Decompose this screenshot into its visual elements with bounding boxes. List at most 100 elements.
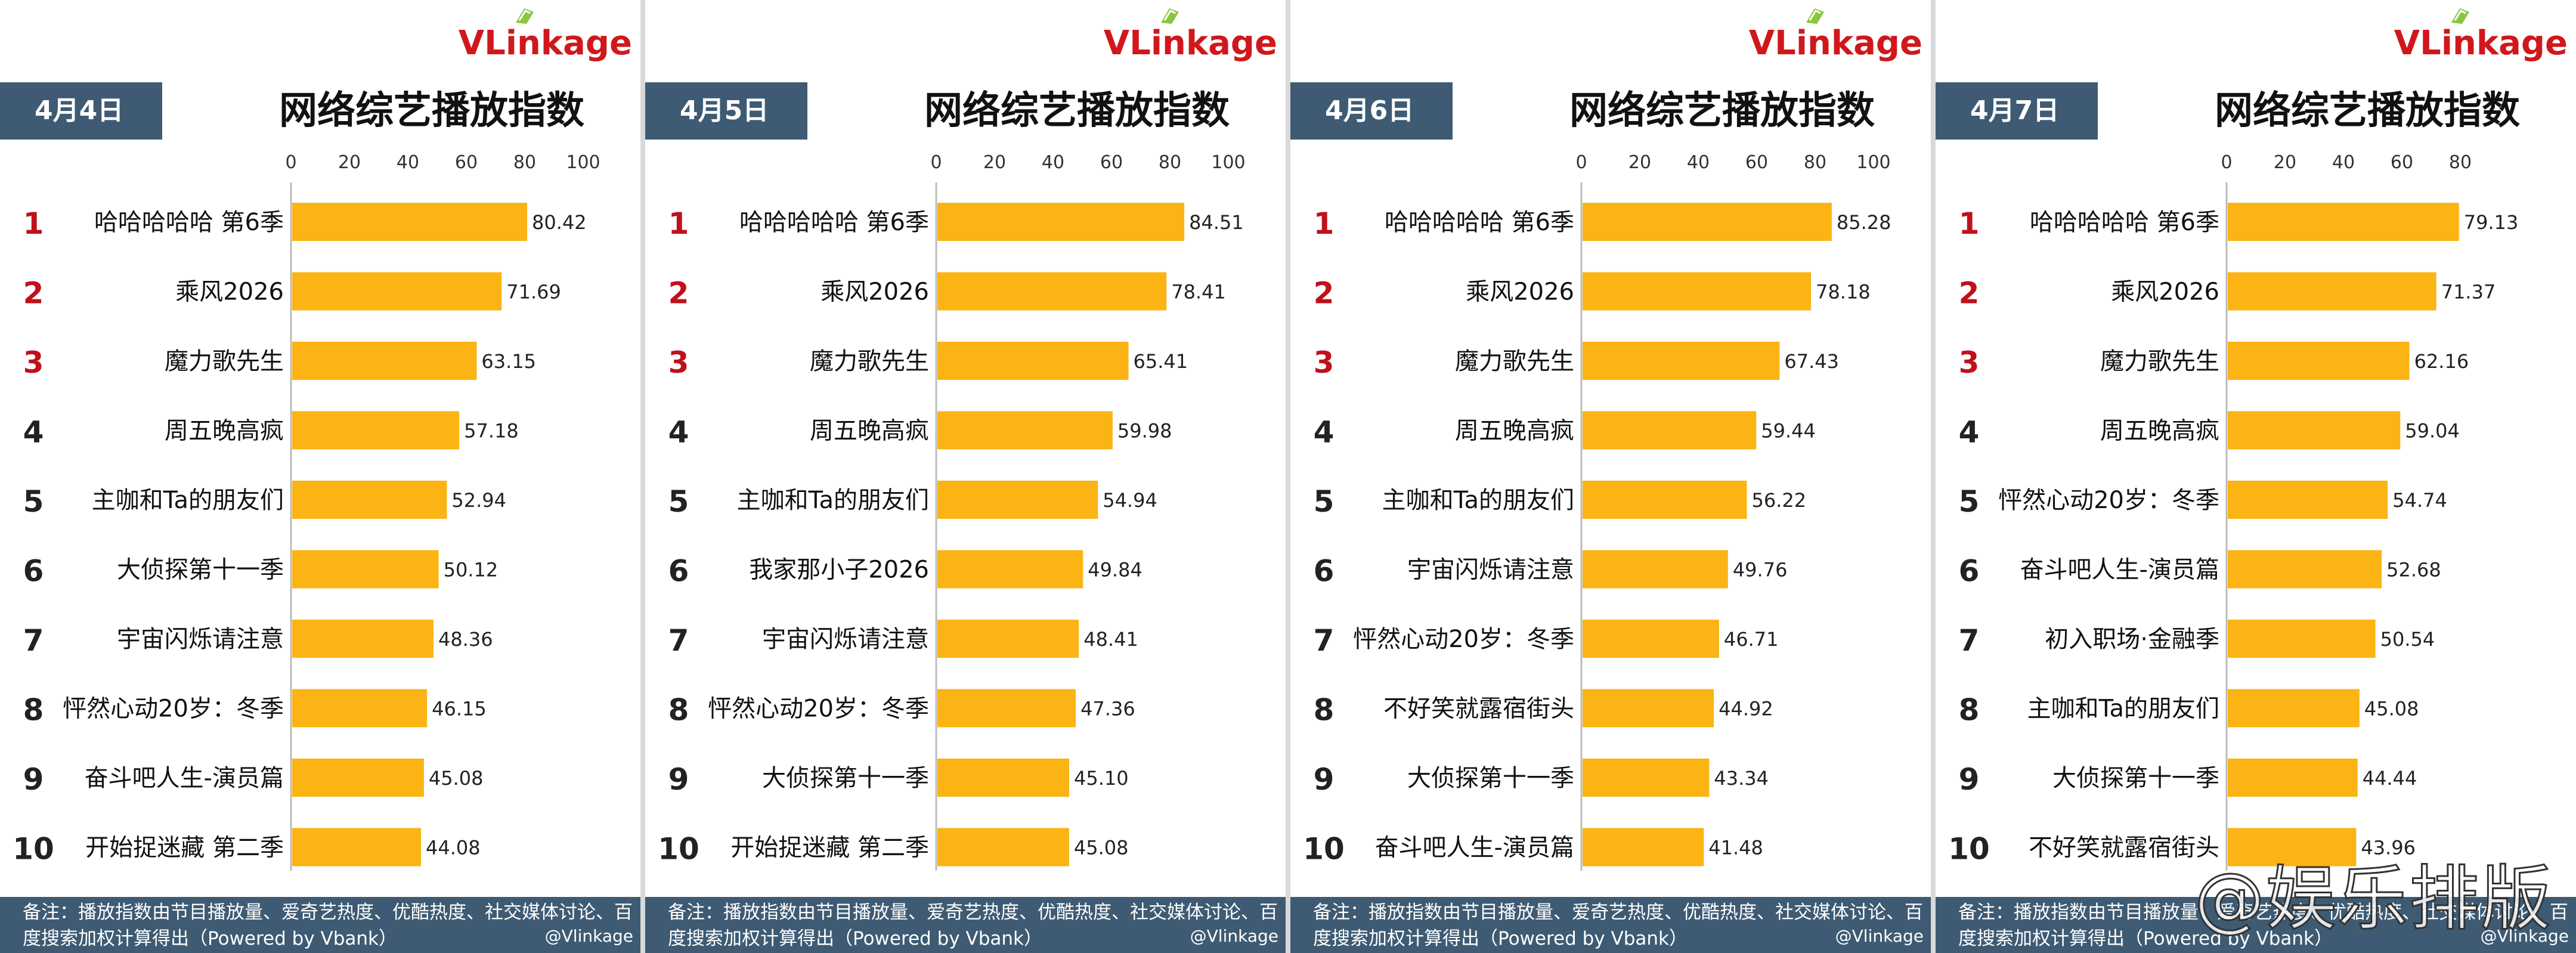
category-label: 怦然心动20岁：冬季 xyxy=(1353,626,1574,653)
bar xyxy=(937,481,1098,519)
footer-source: @Vlinkage xyxy=(2480,926,2569,946)
rank-number: 9 xyxy=(1959,762,1980,797)
rank-number: 3 xyxy=(668,345,689,380)
bar xyxy=(1583,411,1757,450)
category-label: 哈哈哈哈哈 第6季 xyxy=(1385,209,1574,236)
category-label: 怦然心动20岁：冬季 xyxy=(1998,487,2219,514)
bar xyxy=(292,620,434,658)
x-tick-label: 100 xyxy=(1856,152,1890,173)
rank-number: 10 xyxy=(1303,832,1345,867)
bar xyxy=(292,272,502,311)
value-label: 52.68 xyxy=(2386,559,2441,581)
rank-number: 3 xyxy=(1314,345,1335,380)
bar xyxy=(937,550,1083,589)
logo-leaf-icon xyxy=(1806,8,1824,24)
category-label: 怦然心动20岁：冬季 xyxy=(708,695,929,723)
rank-number: 6 xyxy=(1314,554,1335,589)
value-label: 52.94 xyxy=(451,489,506,512)
x-tick-label: 100 xyxy=(566,152,600,173)
footer-note-text: 备注：播放指数由节目播放量、爱奇艺热度、优酷热度、社交媒体讨论、百度搜索加权计算… xyxy=(23,902,633,949)
rank-number: 9 xyxy=(668,762,689,797)
date-label: 4月6日 xyxy=(1290,82,1453,140)
rank-number: 10 xyxy=(13,832,54,867)
value-label: 71.37 xyxy=(2441,281,2496,304)
value-label: 50.12 xyxy=(444,559,499,581)
rank-number: 2 xyxy=(23,276,44,311)
x-tick-label: 80 xyxy=(1804,152,1826,173)
logo-leaf-icon xyxy=(1160,8,1179,24)
bar xyxy=(2228,689,2360,728)
value-label: 65.41 xyxy=(1134,350,1188,373)
bar xyxy=(2228,550,2382,589)
rank-number: 5 xyxy=(1959,484,1980,519)
category-label: 不好笑就露宿街头 xyxy=(1383,695,1574,723)
value-label: 59.04 xyxy=(2405,420,2460,443)
value-label: 45.08 xyxy=(1074,837,1129,859)
x-tick-label: 60 xyxy=(1745,152,1768,173)
rank-number: 6 xyxy=(23,554,44,589)
category-label: 乘风2026 xyxy=(175,279,284,306)
footer-note: 备注：播放指数由节目播放量、爱奇艺热度、优酷热度、社交媒体讨论、百度搜索加权计算… xyxy=(645,897,1286,953)
bar xyxy=(2228,272,2436,311)
bar xyxy=(2228,759,2358,797)
category-label: 奋斗吧人生-演员篇 xyxy=(1375,834,1574,862)
category-label: 主咖和Ta的朋友们 xyxy=(1382,487,1574,514)
category-label: 大侦探第十一季 xyxy=(117,556,284,584)
logo-leaf-icon xyxy=(2451,8,2469,24)
footer-source: @Vlinkage xyxy=(1835,926,1924,946)
category-label: 乘风2026 xyxy=(1466,279,1574,306)
x-tick-label: 60 xyxy=(1100,152,1123,173)
bar xyxy=(937,411,1113,450)
vlinkage-logo: VLinkage xyxy=(1104,8,1277,63)
rank-number: 8 xyxy=(668,693,689,728)
x-tick-label: 0 xyxy=(930,152,942,173)
value-label: 54.94 xyxy=(1103,489,1157,512)
category-label: 周五晚高疯 xyxy=(165,417,284,445)
bar xyxy=(1583,203,1832,241)
value-label: 41.48 xyxy=(1708,837,1763,859)
chart-panel: VLinkage 4月6日 网络综艺播放指数 0 20 40 60 80 100 1 哈哈哈哈哈 第… xyxy=(1290,0,1931,953)
value-label: 49.76 xyxy=(1733,559,1788,581)
bar xyxy=(292,411,460,450)
category-label: 周五晚高疯 xyxy=(810,417,929,445)
vlinkage-logo: VLinkage xyxy=(459,8,632,63)
footer-note-text: 备注：播放指数由节目播放量、爱奇艺热度、优酷热度、社交媒体讨论、百度搜索加权计算… xyxy=(1958,902,2568,949)
bar xyxy=(1583,481,1747,519)
value-label: 84.51 xyxy=(1189,211,1244,234)
category-label: 主咖和Ta的朋友们 xyxy=(737,487,929,514)
bar xyxy=(292,203,528,241)
bar xyxy=(1583,342,1780,380)
watermark-text: @娱乐排版 xyxy=(2193,857,2552,941)
bar xyxy=(937,342,1129,380)
rank-number: 4 xyxy=(1959,415,1980,450)
x-tick-label: 0 xyxy=(285,152,296,173)
value-label: 45.10 xyxy=(1074,767,1129,790)
bar xyxy=(1583,620,1719,658)
footer-note: 备注：播放指数由节目播放量、爱奇艺热度、优酷热度、社交媒体讨论、百度搜索加权计算… xyxy=(1290,897,1931,953)
bar xyxy=(1583,689,1714,728)
chart-title: 网络综艺播放指数 xyxy=(279,89,584,133)
x-tick-label: 100 xyxy=(1211,152,1245,173)
bar-chart: 0 20 40 60 80 100 1 哈哈哈哈哈 第6季 84.51 2 乘风2026 78.41 3… xyxy=(658,152,1246,871)
bar-chart: 0 20 40 60 80 1 哈哈哈哈哈 第6季 79.13 2 乘风2026 71.37 3 魔力歌… xyxy=(1948,152,2518,871)
bar xyxy=(292,759,424,797)
x-tick-label: 0 xyxy=(2221,152,2232,173)
bar xyxy=(937,689,1076,728)
category-label: 乘风2026 xyxy=(821,279,929,306)
bar xyxy=(2228,411,2401,450)
x-tick-label: 80 xyxy=(2449,152,2472,173)
category-label: 大侦探第十一季 xyxy=(762,765,929,792)
x-tick-label: 20 xyxy=(1628,152,1651,173)
chart-panel: VLinkage 4月7日 网络综艺播放指数 0 20 40 60 80 1 哈哈哈哈哈 第6季 7… xyxy=(1936,0,2576,953)
rank-number: 4 xyxy=(1314,415,1335,450)
category-label: 开始捉迷藏 第二季 xyxy=(730,834,929,862)
rank-number: 5 xyxy=(668,484,689,519)
bar xyxy=(292,828,421,867)
vlinkage-logo: VLinkage xyxy=(1749,8,1922,63)
bar xyxy=(937,620,1079,658)
value-label: 44.44 xyxy=(2363,767,2417,790)
category-label: 不好笑就露宿街头 xyxy=(2029,834,2219,862)
bar xyxy=(937,272,1167,311)
bar xyxy=(2228,828,2357,867)
rank-number: 3 xyxy=(1959,345,1980,380)
